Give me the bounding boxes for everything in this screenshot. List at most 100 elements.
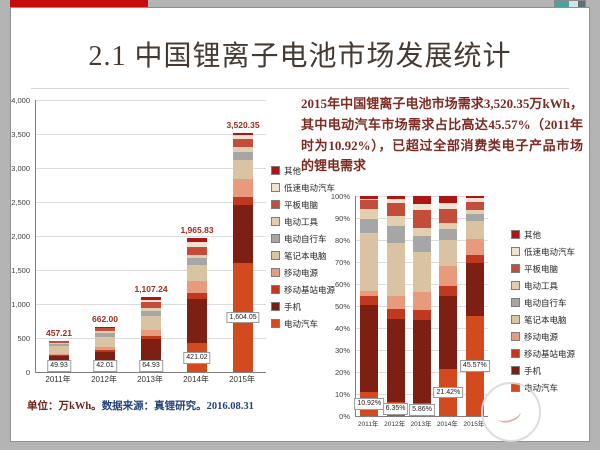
legend-label: 电动工具 — [284, 216, 319, 227]
bar-segment — [233, 138, 253, 148]
bar-segment — [141, 299, 161, 302]
bar-segment — [233, 196, 253, 206]
legend-item: 低速电动汽车 — [271, 183, 335, 193]
bar-segment — [386, 199, 405, 203]
bar-segment — [439, 202, 458, 210]
legend-swatch — [511, 349, 520, 358]
bar-segment — [465, 198, 484, 202]
legend-item: 笔记本电脑 — [511, 315, 575, 325]
bar-segment — [413, 210, 431, 229]
ev-value-label: 1,604.05 — [226, 311, 260, 324]
legend-item: 低速电动汽车 — [511, 246, 576, 257]
footnote-source: 数据来源：真锂研究。2016.08.31 — [101, 401, 254, 412]
bar-segment — [413, 196, 431, 205]
legend-label: 低速电动汽车 — [524, 246, 576, 257]
bar-segment — [465, 262, 484, 316]
bar-segment — [413, 236, 431, 253]
legend-item: 电动汽车 — [271, 319, 335, 329]
bar-segment — [233, 179, 253, 197]
legend-item: 手机 — [511, 366, 575, 376]
legend-swatch — [271, 234, 280, 243]
bar-total-label: 1,107.24 — [134, 283, 168, 294]
bar-segment — [413, 228, 431, 237]
bar-segment — [439, 286, 458, 297]
x-axis-label: 2013年 — [137, 375, 163, 384]
legend-item: 移动基站电源 — [271, 284, 336, 295]
legend-swatch — [511, 315, 520, 324]
bar-segment — [49, 341, 69, 343]
bar-segment — [187, 293, 207, 300]
legend-swatch — [271, 285, 280, 294]
stacked-bar — [465, 196, 484, 416]
stacked-bar — [413, 196, 431, 416]
bar-segment — [465, 255, 484, 263]
bar-segment — [187, 238, 207, 243]
bar-segment — [413, 252, 431, 292]
legend-item: 平板电脑 — [511, 263, 575, 274]
legend-swatch — [511, 264, 520, 273]
bar-segment — [95, 327, 115, 329]
legend-label: 平板电脑 — [524, 263, 559, 274]
bar-segment — [233, 132, 253, 136]
bar-segment — [49, 355, 69, 357]
ev-value-label: 21.42% — [433, 386, 464, 399]
legend-label: 电动自行车 — [524, 297, 567, 308]
bar-segment — [95, 350, 115, 353]
legend-label: 移动基站电源 — [284, 284, 336, 295]
y-axis-tick-label: 80% — [334, 236, 350, 245]
legend-swatch — [271, 183, 280, 192]
legend-item: 其他 — [271, 166, 335, 176]
legend-label: 电动工具 — [524, 280, 559, 291]
bar-segment — [360, 218, 379, 234]
legend-demand-chart: 其他 低速电动汽车 平板电脑 电动工具 电动自行车 笔记本电脑 移动电源 移动基站电源 手机 电动… — [271, 166, 336, 329]
stacked-bar — [386, 196, 405, 416]
gridline — [36, 168, 266, 169]
legend-swatch — [271, 200, 280, 209]
bar-segment — [95, 333, 115, 337]
bar-segment — [141, 329, 161, 336]
legend-item: 电动工具 — [511, 280, 575, 291]
bar-segment — [360, 198, 379, 200]
bar-segment — [439, 229, 458, 241]
y-axis-tick-label: 4,000 — [11, 96, 30, 105]
legend-label: 移动电源 — [524, 331, 559, 342]
bar-segment — [187, 254, 207, 259]
stacked-bar — [439, 196, 458, 416]
gridline — [36, 100, 266, 101]
bar-segment — [439, 209, 458, 223]
legend-swatch — [271, 166, 280, 175]
ev-value-label: 45.57% — [459, 360, 490, 372]
legend-item: 移动基站电源 — [511, 349, 575, 359]
footnote-unit: 单位：万kWh。 — [27, 401, 102, 412]
watermark-mark — [495, 404, 523, 426]
bar-segment — [465, 196, 484, 199]
bar-segment — [439, 196, 458, 203]
y-axis-tick-label: 30% — [334, 346, 350, 355]
bar-segment — [187, 280, 207, 294]
ev-value-label: 42.01 — [93, 360, 117, 372]
bar-segment — [360, 196, 379, 199]
legend-swatch — [511, 366, 520, 375]
bar-segment — [360, 295, 379, 306]
gridline — [36, 134, 266, 135]
bar-segment — [360, 233, 379, 291]
y-axis-tick-label: 90% — [334, 214, 350, 223]
legend-item: 其他 — [511, 230, 575, 240]
bar-segment — [49, 346, 69, 355]
bar-segment — [233, 152, 253, 161]
gridline — [36, 270, 266, 271]
bar-segment — [360, 209, 379, 219]
bar-segment — [187, 246, 207, 255]
bar-segment — [233, 205, 253, 263]
legend-item: 平板电脑 — [271, 200, 335, 210]
legend-swatch — [271, 268, 280, 277]
bar-segment — [187, 265, 207, 281]
bar-segment — [386, 309, 405, 319]
y-axis-tick-label: 100% — [330, 192, 350, 201]
legend-item: 笔记本电脑 — [271, 251, 335, 261]
y-axis-tick-label: 3,500 — [11, 130, 30, 139]
bar-segment — [465, 209, 484, 214]
x-axis-label: 2012年 — [91, 375, 117, 384]
y-axis-tick-label: 0% — [339, 412, 350, 421]
bar-segment — [386, 225, 405, 243]
